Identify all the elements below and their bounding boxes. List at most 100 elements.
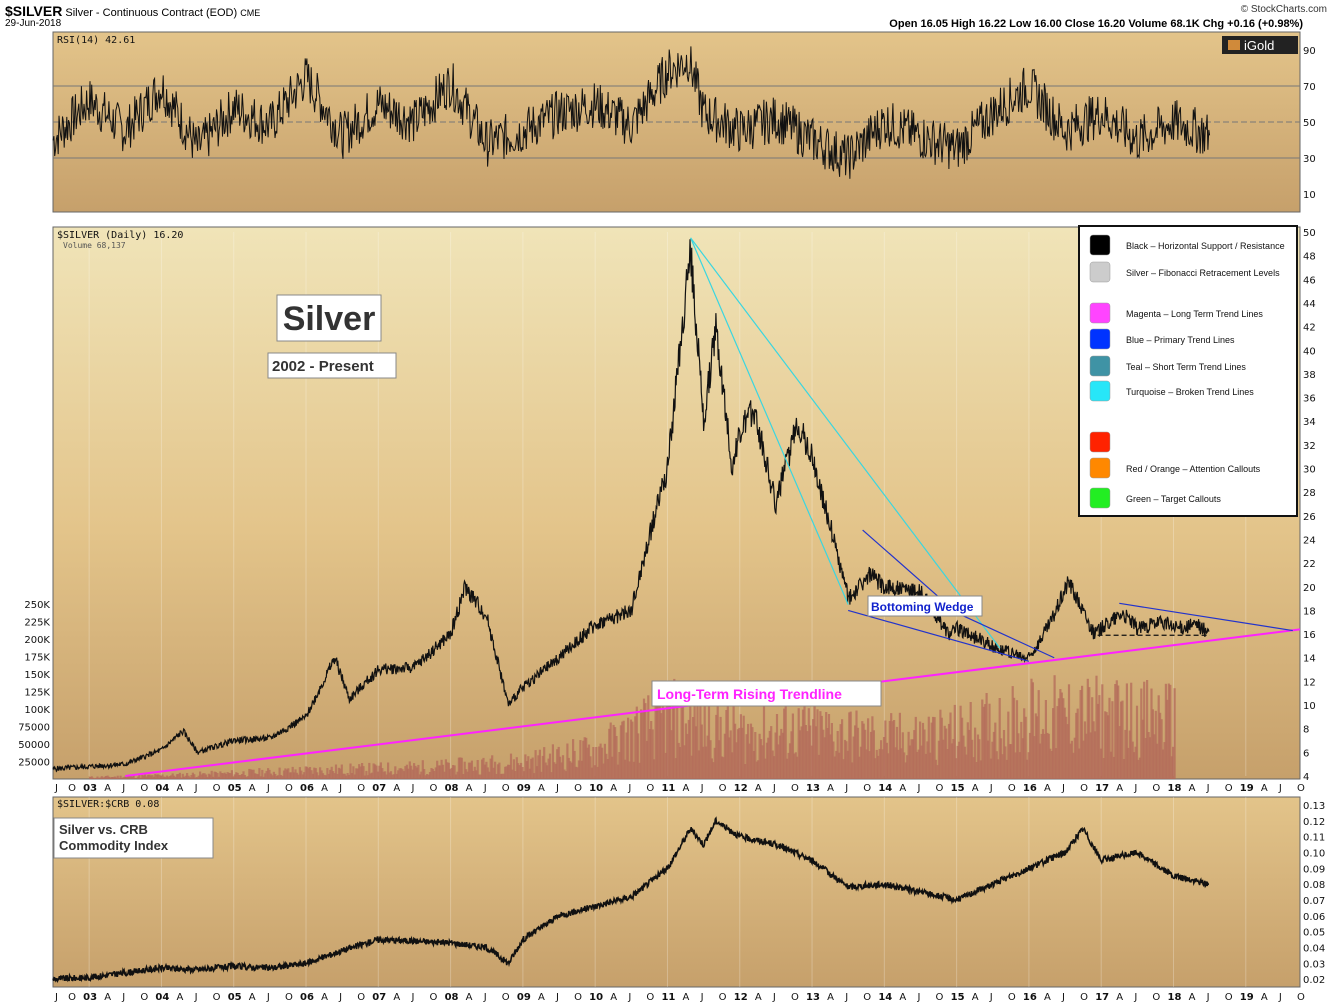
volume-bar [376,771,380,779]
volume-bar [1101,684,1104,779]
volume-bar [1069,743,1072,779]
x-month-label: A [683,992,690,1003]
volume-bar [265,770,268,779]
volume-bar [275,775,278,779]
volume-bar [749,723,753,779]
volume-bar [280,775,283,779]
volume-bar [1062,698,1065,779]
price-y-tick-label: 10 [1303,701,1316,712]
volume-bar [557,746,560,779]
volume-bar [680,705,683,779]
volume-bar [456,771,459,779]
volume-bar [524,754,527,779]
x-month-label: A [177,992,184,1003]
volume-bar [1166,699,1169,779]
volume-bar [911,739,914,779]
volume-bar [142,775,145,779]
volume-bar [375,765,378,779]
volume-bar [661,699,664,779]
volume-bar [212,776,215,779]
price-y-tick-label: 24 [1303,535,1316,546]
volume-bar [1095,675,1098,779]
trendline [690,237,849,605]
volume-bar [601,747,604,779]
volume-bar [841,719,844,779]
volume-bar [1164,683,1167,779]
volume-bar [320,770,323,779]
x-month-label: O [574,783,582,794]
volume-bar [775,714,779,779]
volume-bar [744,764,747,779]
volume-bar [508,764,511,779]
volume-bar [204,774,207,779]
volume-bar [251,769,254,779]
x-year-label: 16 [1023,992,1037,1003]
volume-bar [414,765,417,779]
volume-bar [985,693,988,779]
volume-bar [758,733,761,779]
volume-bar [874,758,877,779]
volume-bar [1148,737,1152,779]
volume-bar [184,775,187,779]
volume-y-tick-label: 100K [24,705,50,716]
volume-bar [875,749,878,779]
volume-bar [405,764,408,779]
volume-bar [587,744,591,779]
volume-bar [278,767,281,779]
volume-bar [164,776,167,779]
volume-bar [1104,711,1107,779]
volume-bar [1002,730,1006,779]
volume-bar [1005,759,1008,779]
volume-bar [264,773,267,779]
volume-bar [832,741,835,779]
x-month-label: J [194,992,198,1003]
volume-bar [942,739,945,779]
volume-bar [1081,685,1084,779]
volume-bar [1060,692,1063,779]
volume-bar [324,775,327,779]
volume-bar [1028,732,1032,779]
volume-bar [706,735,709,779]
volume-bar [514,771,517,779]
volume-bar [268,769,271,779]
volume-bar [786,758,789,779]
volume-bar [277,775,280,779]
x-month-label: A [1116,783,1123,794]
x-month-label: O [140,992,148,1003]
volume-bar [732,702,735,779]
volume-bar [809,725,812,779]
volume-bar [1018,752,1021,779]
volume-bar [178,772,181,779]
volume-bar [833,756,836,779]
volume-bar [1026,759,1029,779]
price-y-tick-label: 12 [1303,677,1316,688]
volume-bar [906,755,909,779]
volume-bar [593,765,596,779]
volume-bar [816,709,819,779]
legend: Black – Horizontal Support / Resistance S… [1078,225,1298,517]
x-month-label: J [989,992,993,1003]
x-year-label: 17 [1095,992,1109,1003]
x-month-label: A [1044,783,1051,794]
volume-bar [885,742,888,779]
x-month-label: O [140,783,148,794]
x-month-label: O [357,992,365,1003]
rsi-y-tick-label: 30 [1303,154,1316,165]
volume-bar [958,741,961,779]
volume-bar [923,729,926,779]
volume-bar [509,753,513,779]
volume-bar [129,775,132,779]
volume-bar [676,684,679,779]
volume-bar [926,741,929,779]
volume-bar [194,777,197,779]
volume-bar [1078,748,1081,779]
volume-bar [281,775,284,779]
volume-bar [842,759,845,779]
ratio-y-tick-label: 0.10 [1303,848,1325,859]
volume-bar [544,762,547,779]
volume-bar [482,757,485,779]
volume-bar [738,727,741,779]
volume-bar [527,756,530,779]
x-month-label: J [410,783,414,794]
chart-header-left: $SILVER Silver - Continuous Contract (EO… [5,3,260,19]
